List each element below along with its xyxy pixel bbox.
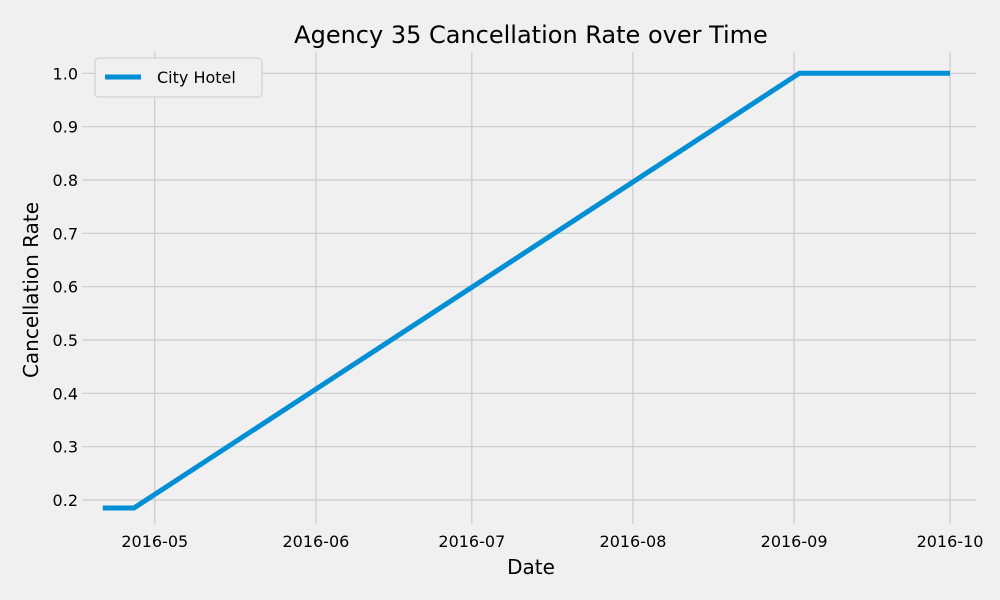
legend-label-city-hotel: City Hotel bbox=[157, 68, 236, 87]
y-tick-label: 0.7 bbox=[53, 224, 78, 243]
x-tick-label: 2016-06 bbox=[282, 532, 349, 551]
y-tick-label: 0.9 bbox=[53, 118, 78, 137]
series-line-0 bbox=[102, 70, 950, 511]
chart-series bbox=[102, 70, 950, 511]
x-tick-label: 2016-05 bbox=[121, 532, 188, 551]
y-tick-label: 1.0 bbox=[53, 64, 78, 83]
x-tick-label: 2016-10 bbox=[917, 532, 984, 551]
y-tick-label: 0.5 bbox=[53, 331, 78, 350]
y-tick-label: 0.2 bbox=[53, 491, 78, 510]
y-tick-label: 0.8 bbox=[53, 171, 78, 190]
y-tick-labels: 0.2 0.3 0.4 0.5 0.6 0.7 0.8 0.9 1.0 bbox=[53, 64, 78, 510]
y-tick-label: 0.3 bbox=[53, 438, 78, 457]
y-tick-label: 0.4 bbox=[53, 384, 78, 403]
x-tick-label: 2016-07 bbox=[438, 532, 505, 551]
x-tick-label: 2016-08 bbox=[600, 532, 667, 551]
legend-box bbox=[94, 57, 263, 98]
y-tick-label: 0.6 bbox=[53, 278, 78, 297]
chart-title: Agency 35 Cancellation Rate over Time bbox=[294, 21, 768, 49]
x-tick-label: 2016-09 bbox=[761, 532, 828, 551]
x-tick-labels: 2016-05 2016-06 2016-07 2016-08 2016-09 2016-… bbox=[121, 532, 983, 551]
legend: City Hotel bbox=[94, 57, 263, 98]
y-axis-label: Cancellation Rate bbox=[19, 202, 43, 378]
x-axis-label: Date bbox=[507, 555, 555, 579]
